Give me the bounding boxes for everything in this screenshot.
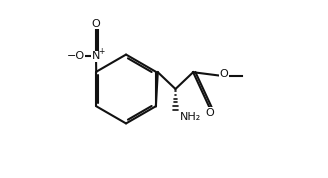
Text: −O: −O xyxy=(67,51,85,61)
Text: O: O xyxy=(92,19,100,29)
Text: O: O xyxy=(206,108,214,118)
Text: N: N xyxy=(92,51,100,61)
Text: +: + xyxy=(98,47,105,56)
Text: NH₂: NH₂ xyxy=(180,112,201,122)
Text: O: O xyxy=(220,69,228,79)
